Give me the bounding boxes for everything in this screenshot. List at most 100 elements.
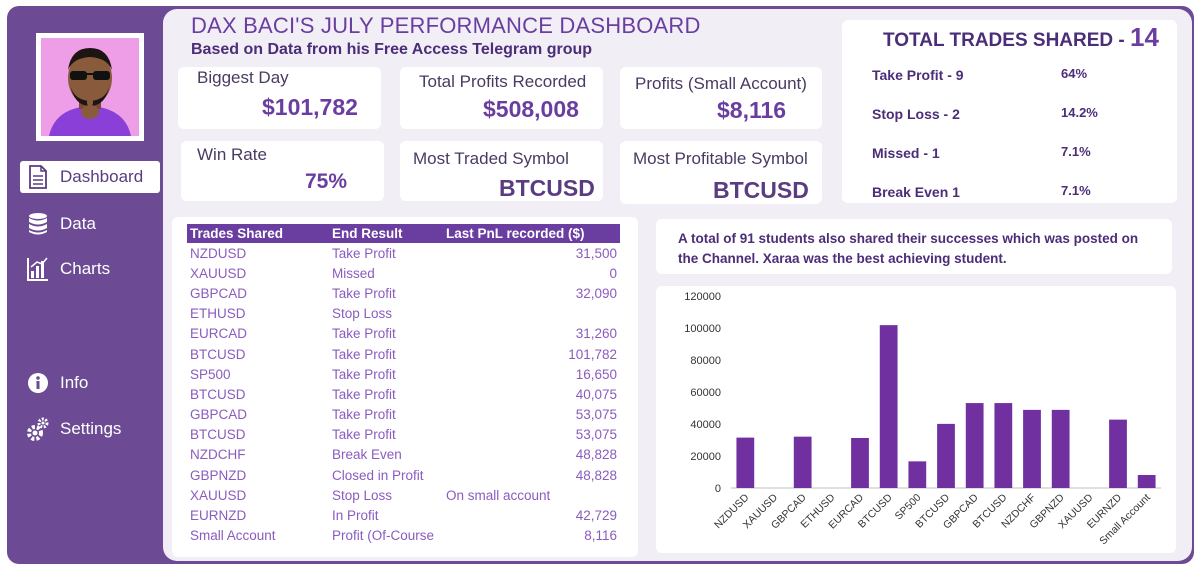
- trade-symbol-cell: SP500: [190, 366, 231, 382]
- sidebar-item-dashboard[interactable]: Dashboard: [20, 161, 160, 193]
- kpi-card-most-profitable: [620, 141, 822, 204]
- chart-card: [656, 286, 1176, 553]
- pnl-cell: 101,782: [568, 346, 617, 362]
- sidebar-item-settings[interactable]: Settings: [26, 415, 121, 443]
- kpi-value: $508,008: [483, 96, 579, 122]
- kpi-value: 75%: [305, 170, 348, 193]
- avatar-illustration: [41, 38, 139, 136]
- sidebar-item-label: Info: [60, 373, 89, 392]
- trade-symbol-cell: XAUUSD: [190, 487, 247, 503]
- trades-total: 14: [1130, 22, 1159, 52]
- table-row: GBPCAD Take Profit 53,075: [187, 405, 620, 425]
- trades-stats-title: TOTAL TRADES SHARED - 14: [883, 22, 1159, 52]
- table-header-row: Trades Shared End Result Last PnL record…: [187, 224, 620, 243]
- end-result-cell: Take Profit: [332, 285, 396, 301]
- table-row: NZDCHF Break Even 48,828: [187, 445, 620, 465]
- pnl-cell: 8,116: [584, 528, 617, 544]
- y-tick-label: 100000: [684, 323, 721, 335]
- kpi-value: BTCUSD: [499, 175, 595, 201]
- table-row: SP500 Take Profit 16,650: [187, 364, 620, 384]
- sidebar-item-charts[interactable]: Charts: [26, 256, 110, 282]
- pnl-cell: 48,828: [575, 467, 617, 483]
- chart-bar: [1023, 409, 1041, 488]
- students-note: A total of 91 students also shared their…: [678, 231, 1139, 266]
- chart-bar: [937, 423, 955, 488]
- pnl-cell: 31,500: [575, 245, 617, 261]
- sidebar-item-label: Settings: [60, 419, 122, 438]
- trades-table: Trades Shared End Result Last PnL record…: [187, 224, 620, 546]
- table-row: BTCUSD Take Profit 40,075: [187, 384, 620, 404]
- stat-label: Take Profit - 9: [872, 67, 964, 83]
- database-icon: [26, 212, 50, 236]
- trade-symbol-cell: Small Account: [190, 528, 276, 544]
- trade-symbol-cell: BTCUSD: [190, 386, 246, 402]
- pnl-cell: 31,260: [575, 326, 617, 342]
- chart-bar: [1137, 475, 1156, 488]
- end-result-cell: Take Profit: [332, 427, 396, 443]
- table-row: XAUUSD Missed 0: [187, 263, 620, 283]
- chart-bar: [965, 403, 984, 488]
- chart-bar: [1109, 419, 1127, 488]
- column-header: Trades Shared: [187, 224, 329, 243]
- chart-bar: [908, 461, 927, 488]
- kpi-value: $8,116: [717, 97, 787, 123]
- trade-symbol-cell: GBPCAD: [190, 285, 248, 301]
- end-result-cell: Stop Loss: [332, 487, 393, 503]
- pnl-cell: 40,075: [575, 386, 617, 402]
- sidebar-item-data[interactable]: Data: [26, 211, 96, 237]
- trade-symbol-cell: XAUUSD: [190, 265, 247, 281]
- y-tick-label: 20000: [690, 451, 721, 463]
- kpi-label: Most Profitable Symbol: [633, 149, 808, 168]
- table-row: BTCUSD Take Profit 53,075: [187, 425, 620, 445]
- end-result-cell: Missed: [332, 265, 375, 281]
- sidebar-item-label: Charts: [60, 259, 111, 278]
- trade-symbol-cell: GBPNZD: [190, 467, 247, 483]
- x-tick-label: Small Account: [1097, 492, 1153, 548]
- pnl-cell: 16,650: [575, 366, 617, 382]
- column-header: End Result: [329, 224, 443, 243]
- chart-bar: [736, 437, 755, 488]
- pnl-cell: 53,075: [575, 427, 617, 443]
- pnl-cell: 53,075: [575, 407, 617, 423]
- table-row: NZDUSD Take Profit 31,500: [187, 243, 620, 263]
- kpi-value: BTCUSD: [713, 177, 809, 203]
- table-row: GBPNZD Closed in Profit 48,828: [187, 465, 620, 485]
- column-header: Last PnL recorded ($): [443, 224, 620, 243]
- end-result-cell: In Profit: [332, 508, 379, 524]
- chart-bar: [793, 436, 812, 488]
- end-result-cell: Take Profit: [332, 326, 396, 342]
- table-row: EURNZD In Profit 42,729: [187, 505, 620, 525]
- kpi-card-total-profits: [400, 67, 603, 129]
- kpi-card-win-rate: [181, 141, 384, 201]
- y-tick-label: 0: [715, 483, 721, 495]
- stat-percent: 64%: [1061, 66, 1088, 81]
- page-subtitle: Based on Data from his Free Access Teleg…: [191, 41, 593, 58]
- y-tick-label: 60000: [690, 387, 721, 399]
- kpi-label: Win Rate: [197, 145, 267, 164]
- pnl-cell: On small account: [446, 487, 551, 503]
- trade-symbol-cell: BTCUSD: [190, 427, 246, 443]
- chart-bar: [879, 325, 898, 488]
- trade-symbol-cell: NZDUSD: [190, 245, 247, 261]
- trade-symbol-cell: GBPCAD: [190, 407, 248, 423]
- end-result-cell: Profit (Of-Course: [332, 528, 435, 544]
- page-title: DAX BACI'S JULY PERFORMANCE DASHBOARD: [191, 13, 701, 38]
- sidebar-item-info[interactable]: Info: [26, 370, 88, 396]
- kpi-value: $101,782: [262, 94, 358, 120]
- chart-bar: [994, 403, 1013, 488]
- pnl-cell: 42,729: [575, 508, 617, 524]
- y-tick-label: 120000: [684, 291, 721, 303]
- end-result-cell: Break Even: [332, 447, 402, 463]
- end-result-cell: Take Profit: [332, 366, 396, 382]
- trade-symbol-cell: EURCAD: [190, 326, 248, 342]
- kpi-label: Profits (Small Account): [635, 74, 807, 93]
- table-row: GBPCAD Take Profit 32,090: [187, 283, 620, 303]
- end-result-cell: Take Profit: [332, 346, 396, 362]
- end-result-cell: Closed in Profit: [332, 467, 424, 483]
- stat-label: Break Even 1: [872, 184, 960, 200]
- document-icon: [26, 165, 50, 189]
- kpi-label: Total Profits Recorded: [419, 72, 587, 91]
- kpi-card-biggest-day: [178, 67, 381, 129]
- table-row: XAUUSD Stop Loss On small account: [187, 485, 620, 505]
- sidebar-item-label: Dashboard: [60, 167, 144, 186]
